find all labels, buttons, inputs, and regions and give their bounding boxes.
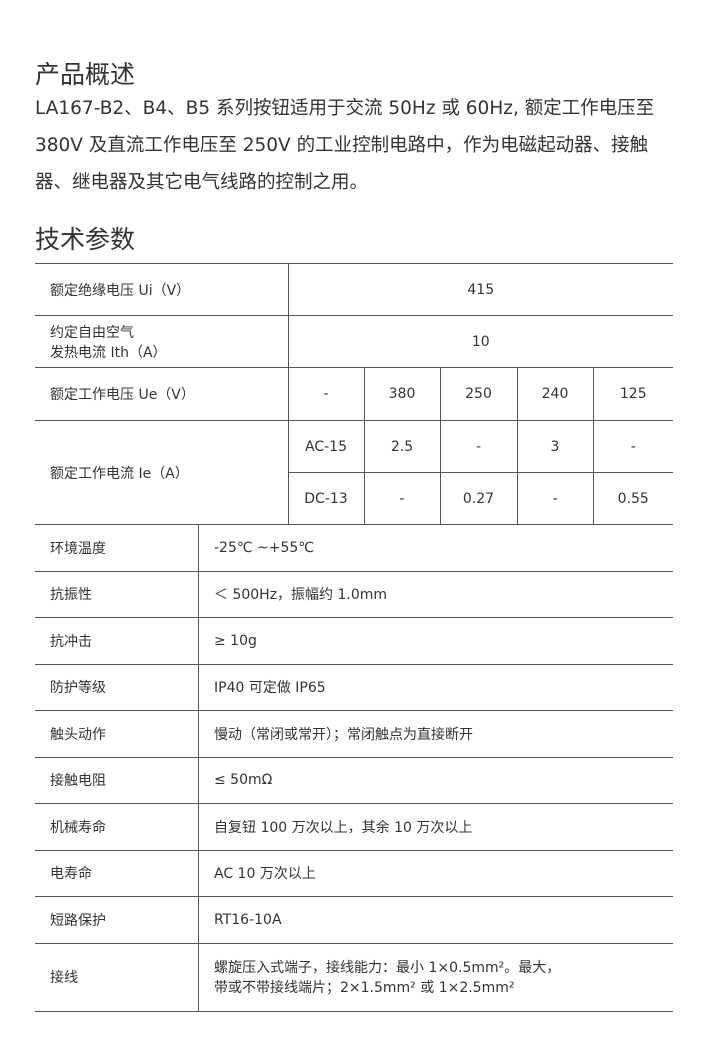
row-label: 电寿命 [35, 849, 199, 897]
row-label: 环境温度 [35, 524, 199, 572]
cell: DC-13 [288, 472, 365, 525]
row-label: 接触电阻 [35, 756, 199, 804]
row-value: IP40 可定做 IP65 [198, 663, 673, 711]
cell: 380 [364, 367, 441, 421]
cell: - [593, 420, 673, 473]
cell: - [440, 420, 518, 473]
row-label: 触头动作 [35, 710, 199, 758]
row-label: 额定工作电流 Ie（A） [35, 420, 289, 525]
table-row: 电寿命 AC 10 万次以上 [35, 849, 673, 897]
row-value: 10 [288, 315, 673, 368]
cell: 0.27 [440, 472, 518, 525]
table-row: 抗冲击 ≥ 10g [35, 617, 673, 665]
row-value: ＜ 500Hz，振幅约 1.0mm [198, 570, 673, 618]
table-row: 额定工作电压 Ue（V） - 380 250 240 125 [35, 367, 673, 421]
cell: - [364, 472, 441, 525]
cell: 3 [517, 420, 594, 473]
cell: - [517, 472, 594, 525]
table-row: 额定绝缘电压 Ui（V） 415 [35, 263, 673, 316]
row-label: 额定工作电压 Ue（V） [35, 367, 289, 421]
table-row: 防护等级 IP40 可定做 IP65 [35, 663, 673, 711]
row-value: 螺旋压入式端子，接线能力：最小 1×0.5mm²。最大， 带或不带接线端片；2×1… [198, 942, 673, 1012]
row-value: -25℃ ~+55℃ [198, 524, 673, 572]
table-row: 接线 螺旋压入式端子，接线能力：最小 1×0.5mm²。最大， 带或不带接线端片；2… [35, 942, 673, 1012]
value-line: 带或不带接线端片；2×1.5mm² 或 1×2.5mm² [214, 980, 515, 996]
table-row: 约定自由空气发热电流 Ith（A） 10 [35, 315, 673, 368]
specs-title: 技术参数 [35, 225, 136, 254]
table-row: 短路保护 RT16-10A [35, 896, 673, 944]
table-row: 环境温度 -25℃ ~+55℃ [35, 524, 673, 572]
general-specs-table: 环境温度 -25℃ ~+55℃ 抗振性＜ 500Hz，振幅约 1.0mm 抗冲击 ≥… [35, 524, 673, 1012]
row-label: 短路保护 [35, 896, 199, 944]
row-label: 接线 [35, 942, 199, 1012]
row-label: 额定绝缘电压 Ui（V） [35, 263, 289, 316]
table-row: 抗振性＜ 500Hz，振幅约 1.0mm [35, 570, 673, 618]
row-value: ≤ 50mΩ [198, 756, 673, 804]
value-line: 螺旋压入式端子，接线能力：最小 1×0.5mm²。最大， [214, 960, 561, 976]
cell: 240 [517, 367, 594, 421]
table-row: 机械寿命 自复钮 100 万次以上，其余 10 万次以上 [35, 803, 673, 851]
label-line: 发热电流 Ith（A） [50, 344, 167, 361]
row-value: 自复钮 100 万次以上，其余 10 万次以上 [198, 803, 673, 851]
row-value: RT16-10A [198, 896, 673, 944]
row-label: 抗冲击 [35, 617, 199, 665]
row-label: 防护等级 [35, 663, 199, 711]
cell: 0.55 [593, 472, 673, 525]
row-value: 慢动（常闭或常开）；常闭触点为直接断开 [198, 710, 673, 758]
cell: 2.5 [364, 420, 441, 473]
row-label: 约定自由空气发热电流 Ith（A） [35, 315, 289, 368]
row-value: ≥ 10g [198, 617, 673, 665]
table-row: 接触电阻 ≤ 50mΩ [35, 756, 673, 804]
row-label: 机械寿命 [35, 803, 199, 851]
electrical-specs-table: 额定绝缘电压 Ui（V） 415 约定自由空气发热电流 Ith（A） 10 额定… [35, 263, 673, 525]
cell: 250 [440, 367, 518, 421]
row-value: AC 10 万次以上 [198, 849, 673, 897]
label-line: 约定自由空气 [50, 324, 134, 341]
cell: AC-15 [288, 420, 365, 473]
row-label: 抗振性 [35, 570, 199, 618]
table-row: 触头动作 慢动（常闭或常开）；常闭触点为直接断开 [35, 710, 673, 758]
row-value: 415 [288, 263, 673, 316]
table-row: 额定工作电流 Ie（A） AC-15 2.5 - 3 - [35, 420, 673, 525]
cell: - [288, 367, 365, 421]
table-row: DC-13 - 0.27 - 0.55 [35, 472, 673, 525]
overview-title: 产品概述 [35, 60, 136, 89]
cell: 125 [593, 367, 673, 421]
overview-text: LA167-B2、B4、B5 系列按钮适用于交流 50Hz 或 60Hz, 额定… [35, 98, 655, 193]
